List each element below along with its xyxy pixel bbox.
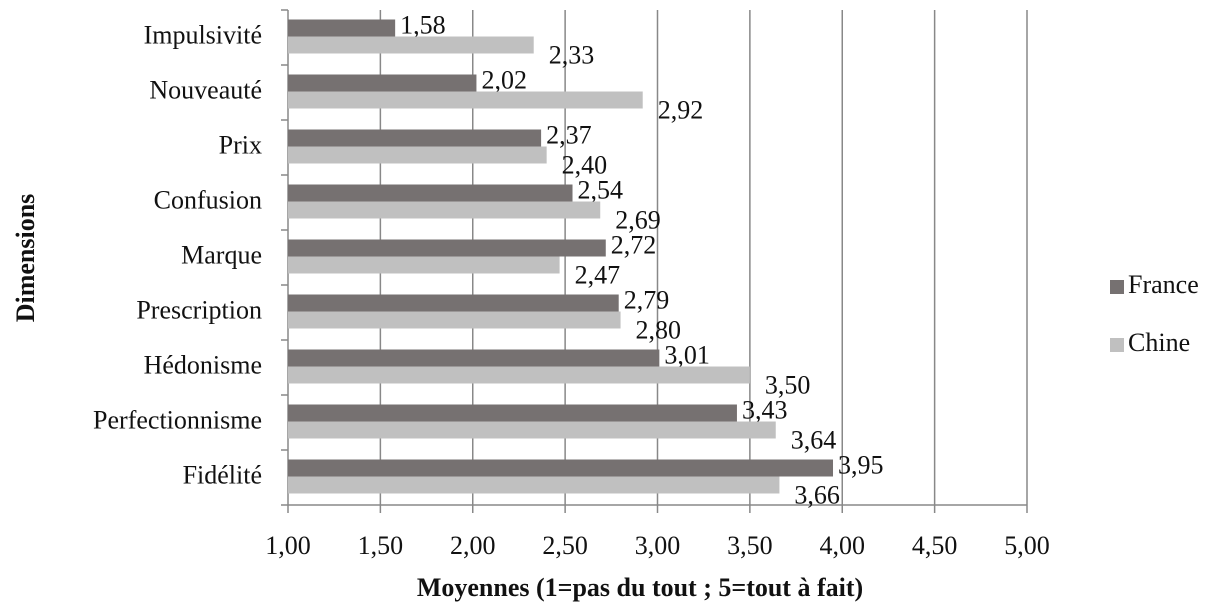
bar: [288, 459, 834, 477]
y-tick-label: Impulsivité: [144, 20, 262, 49]
data-label: 2,54: [578, 175, 624, 204]
bar: [288, 294, 619, 312]
x-tick-label: 1,50: [358, 531, 404, 560]
data-label: 2,40: [562, 150, 608, 179]
bar: [288, 36, 534, 54]
bar: [288, 91, 643, 109]
bar: [288, 201, 601, 219]
data-label: 3,43: [742, 395, 788, 424]
data-label: 2,92: [658, 95, 704, 124]
y-tick-label: Prix: [219, 130, 262, 159]
data-label: 2,37: [546, 120, 592, 149]
x-axis-title: Moyennes (1=pas du tout ; 5=tout à fait): [417, 573, 863, 602]
y-tick-label: Prescription: [136, 295, 262, 324]
bar: [288, 404, 737, 422]
legend-swatch: [1110, 280, 1124, 294]
y-tick-label: Perfectionnisme: [93, 405, 262, 434]
data-label: 2,69: [615, 205, 661, 234]
x-tick-label: 2,00: [450, 531, 496, 560]
bar: [288, 256, 560, 274]
y-axis-title: Dimensions: [11, 194, 40, 323]
data-label: 2,72: [611, 230, 657, 259]
data-label: 3,64: [791, 425, 837, 454]
bar: [288, 476, 780, 494]
bar: [288, 366, 750, 384]
bar: [288, 421, 776, 439]
data-label: 3,50: [765, 370, 811, 399]
x-tick-label: 5,00: [1004, 531, 1050, 560]
data-label: 1,58: [400, 10, 446, 39]
x-tick-label: 3,50: [727, 531, 773, 560]
data-label: 3,66: [794, 480, 840, 509]
x-tick-label: 4,00: [820, 531, 866, 560]
data-label: 2,02: [481, 65, 527, 94]
y-tick-label: Hédonisme: [144, 350, 262, 379]
x-tick-label: 1,00: [265, 531, 311, 560]
x-tick-label: 2,50: [542, 531, 588, 560]
y-tick-label: Fidélité: [183, 460, 262, 489]
y-tick-label: Nouveauté: [149, 75, 262, 104]
bar: [288, 311, 621, 329]
y-tick-label: Marque: [181, 240, 262, 269]
bar: [288, 129, 542, 147]
legend-label: France: [1128, 270, 1199, 299]
legend-label: Chine: [1128, 328, 1190, 357]
bar: [288, 19, 396, 37]
legend-swatch: [1110, 338, 1124, 352]
data-label: 2,33: [549, 40, 595, 69]
bar: [288, 146, 547, 164]
x-tick-label: 3,00: [635, 531, 681, 560]
data-label: 2,80: [636, 315, 682, 344]
data-label: 2,79: [624, 285, 670, 314]
data-label: 3,95: [838, 450, 884, 479]
data-label: 2,47: [575, 260, 621, 289]
bar: [288, 184, 573, 202]
data-label: 3,01: [664, 340, 710, 369]
y-tick-label: Confusion: [154, 185, 262, 214]
bar: [288, 349, 660, 367]
bar: [288, 74, 477, 92]
bar: [288, 239, 606, 257]
x-tick-label: 4,50: [912, 531, 958, 560]
